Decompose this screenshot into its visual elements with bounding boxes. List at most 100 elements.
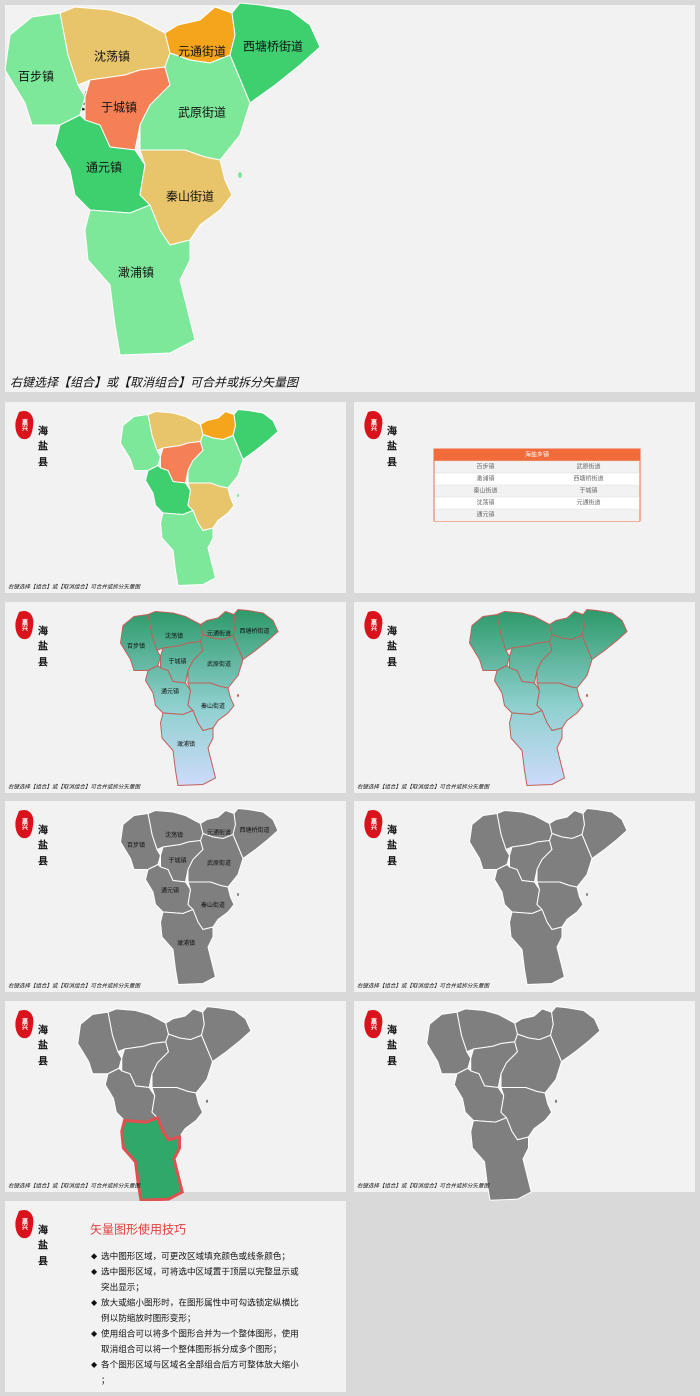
table-cell: 沈荡镇 [476,499,494,507]
region-label: 武原街道 [207,859,231,867]
logo-text: 嘉兴 [21,618,29,632]
map [426,1006,601,1201]
region [229,2,321,104]
caption: 右键选择【组合】或【取消组合】可合并或拆分矢量图 [357,983,491,990]
table-cell: 澉浦镇 [476,475,494,483]
county-name: 海 [38,1024,48,1037]
logo-stamp [15,1209,34,1239]
region [4,12,86,126]
caption: 右键选择【组合】或【取消组合】可合并或拆分矢量图 [357,784,491,791]
county-name: 县 [387,457,397,469]
region-label: 通元镇 [161,887,179,895]
region-label: 元通街道 [207,630,231,638]
table-row [434,461,640,473]
region [536,682,584,732]
table-title: 海盐乡镇 [525,451,549,459]
table-cell: 西塘桥街道 [573,475,603,483]
region [159,908,217,986]
caption: 右键选择【组合】或【取消组合】可合并或拆分矢量图 [8,584,142,591]
county-name: 盐 [38,440,48,453]
logo-text: 嘉兴 [21,418,29,432]
caption: 右键选择【组合】或【取消组合】可合并或拆分矢量图 [10,376,300,390]
region-label: 秦山街道 [166,190,214,204]
map [77,1006,252,1202]
tip-item: 选中图形区域，可将选中区域置于顶层以完整显示或突出显示； [101,1265,299,1293]
island [205,1099,209,1103]
region-label: 西塘桥街道 [239,826,269,834]
region [119,812,162,870]
table-row [434,485,640,497]
map [119,408,279,587]
region-label: 秦山街道 [201,901,225,909]
island [237,893,239,896]
county-name: 县 [38,856,48,868]
region [468,613,511,671]
county-name: 盐 [387,1039,397,1052]
county-name: 县 [387,856,397,868]
table-cell: 元通街道 [576,499,600,507]
region-label: 于城镇 [101,101,137,115]
island [237,694,239,697]
logo-stamp [364,610,383,640]
table-cell: 通元镇 [476,511,494,519]
county-name: 盐 [387,640,397,653]
island [554,1099,558,1103]
logo-text: 嘉兴 [370,817,378,831]
region [187,482,235,532]
logo-stamp [364,1009,383,1039]
county-name: 海 [387,625,397,638]
region-label: 通元镇 [86,161,122,175]
county-name: 县 [387,1056,397,1068]
region [581,807,628,860]
region [232,608,279,661]
region [536,881,584,931]
region-label: 于城镇 [168,658,186,666]
region-label: 百步镇 [127,841,145,849]
county-name: 海 [38,625,48,638]
logo-stamp [364,410,383,440]
logo-text: 嘉兴 [370,418,378,432]
region [468,812,511,870]
region [232,408,279,461]
county-name: 海 [38,425,48,438]
table-cell: 于城镇 [579,487,597,495]
region [232,807,279,860]
county-name: 海 [38,1224,48,1237]
tips-title: 矢量图形使用技巧 [90,1222,186,1237]
county-name: 县 [38,1256,48,1268]
region [119,413,162,471]
region [470,1117,532,1201]
logo-stamp [15,610,34,640]
caption: 右键选择【组合】或【取消组合】可合并或拆分矢量图 [8,1183,142,1190]
island [238,172,242,178]
map [468,608,628,787]
region [84,204,196,356]
logo-text: 嘉兴 [370,618,378,632]
county-name: 盐 [38,640,48,653]
region-label: 澉浦镇 [177,939,195,947]
region [151,1087,204,1141]
island [237,494,239,497]
table-cell: 百步镇 [476,463,494,471]
region [120,1115,184,1202]
county-name: 海 [38,824,48,837]
caption: 右键选择【组合】或【取消组合】可合并或拆分矢量图 [357,1183,491,1190]
logo-text: 嘉兴 [21,1017,29,1031]
tip-item: 使用组合可以将多个图形合并为一个整体图形，使用取消组合可以将一个整体图形拆分成多… [101,1327,299,1355]
table-row [434,509,640,521]
region-label: 秦山街道 [201,702,225,710]
region [508,709,566,787]
region-label: 百步镇 [127,642,145,650]
region-label: 西塘桥街道 [243,39,303,54]
map [468,807,628,986]
region-label: 武原街道 [178,106,226,120]
logo-stamp [15,809,34,839]
bullet: ◆ [91,1329,98,1338]
logo-stamp [15,1009,34,1039]
county-name: 盐 [38,1039,48,1052]
logo-text: 嘉兴 [21,817,29,831]
